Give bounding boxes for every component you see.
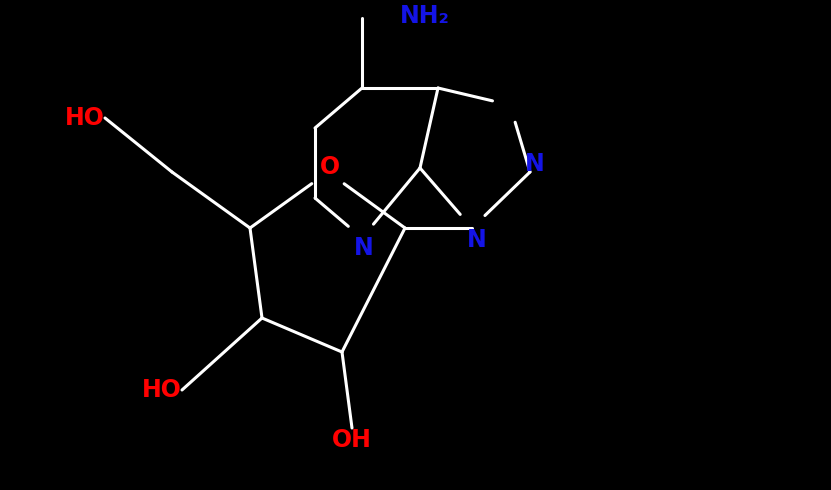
Text: N: N [467,228,487,252]
Text: NH₂: NH₂ [400,4,450,28]
Text: N: N [354,236,374,260]
Text: N: N [525,152,545,176]
Text: HO: HO [142,378,182,402]
Text: O: O [320,155,340,179]
Text: HO: HO [65,106,105,130]
Text: OH: OH [332,428,372,452]
